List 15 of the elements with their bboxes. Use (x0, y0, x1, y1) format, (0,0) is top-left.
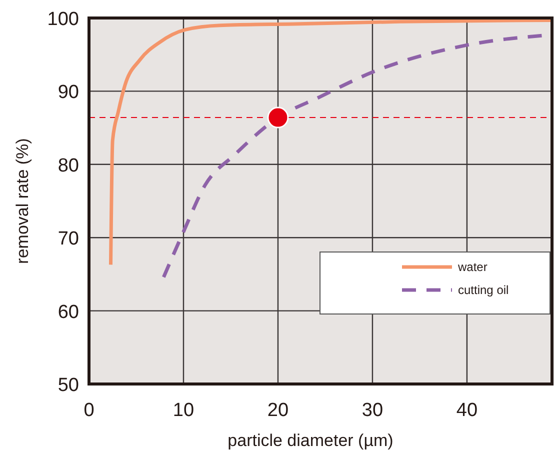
y-tick-label: 80 (58, 155, 79, 176)
x-tick-label: 10 (172, 400, 194, 421)
y-tick-label: 100 (47, 9, 79, 30)
x-tick-label: 30 (362, 400, 384, 421)
x-tick-label: 40 (456, 400, 478, 421)
x-axis-title: particle diameter (µm) (228, 431, 394, 450)
y-tick-label: 60 (58, 302, 79, 323)
x-tick-label: 20 (267, 400, 289, 421)
y-tick-label: 50 (58, 375, 79, 396)
legend-label: water (457, 260, 488, 274)
x-tick-label: 0 (84, 400, 94, 421)
y-tick-label: 90 (58, 82, 79, 104)
legend-label: cutting oil (458, 283, 509, 297)
y-tick-label: 70 (58, 228, 79, 250)
y-axis-title: removal rate (%) (13, 138, 32, 264)
